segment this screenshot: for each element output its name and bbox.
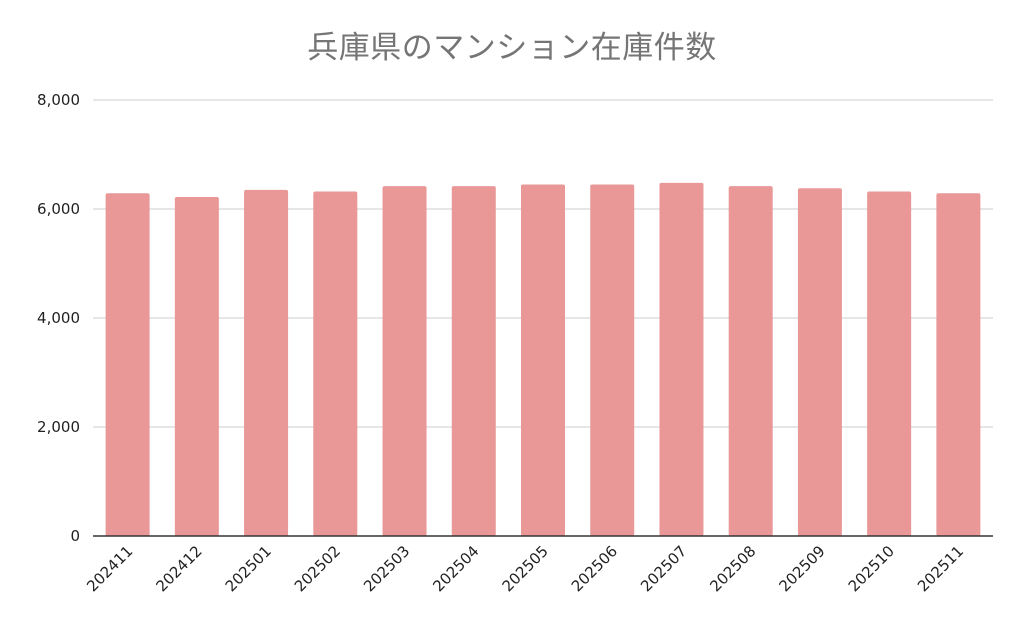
bar bbox=[590, 184, 635, 536]
x-tick-label: 202510 bbox=[845, 542, 898, 595]
y-tick-label: 0 bbox=[70, 527, 80, 545]
bar bbox=[244, 189, 289, 537]
y-tick-label: 8,000 bbox=[37, 91, 80, 109]
bar bbox=[936, 193, 981, 536]
chart-title: 兵庫県のマンション在庫件数 bbox=[307, 30, 717, 66]
x-tick-label: 202508 bbox=[706, 542, 759, 595]
bar bbox=[521, 184, 565, 536]
bar bbox=[382, 186, 427, 537]
x-tick-labels: 202411 202412 202501 202502 202503 202504 2025… bbox=[83, 542, 967, 595]
x-tick-label: 202505 bbox=[499, 542, 552, 595]
bar bbox=[867, 191, 912, 536]
bar bbox=[174, 197, 219, 536]
bar bbox=[659, 182, 704, 536]
x-tick-label: 202507 bbox=[637, 542, 690, 595]
bar bbox=[728, 186, 773, 537]
y-tick-label: 6,000 bbox=[37, 200, 80, 218]
bar bbox=[797, 188, 842, 537]
bar bbox=[313, 191, 358, 536]
x-tick-label: 202411 bbox=[83, 542, 136, 595]
x-tick-label: 202504 bbox=[429, 542, 482, 595]
x-tick-label: 202502 bbox=[291, 542, 344, 595]
x-tick-label: 202511 bbox=[914, 542, 967, 595]
x-tick-label: 202506 bbox=[568, 542, 621, 595]
x-tick-label: 202501 bbox=[222, 542, 275, 595]
bar bbox=[105, 193, 150, 536]
y-tick-labels: 0 2,000 4,000 6,000 8,000 bbox=[37, 91, 80, 545]
bars bbox=[105, 182, 981, 537]
y-tick-label: 2,000 bbox=[37, 418, 80, 436]
x-tick-label: 202509 bbox=[776, 542, 829, 595]
bar bbox=[451, 186, 496, 537]
x-tick-label: 202412 bbox=[152, 542, 205, 595]
y-tick-label: 4,000 bbox=[37, 309, 80, 327]
x-tick-label: 202503 bbox=[360, 542, 413, 595]
